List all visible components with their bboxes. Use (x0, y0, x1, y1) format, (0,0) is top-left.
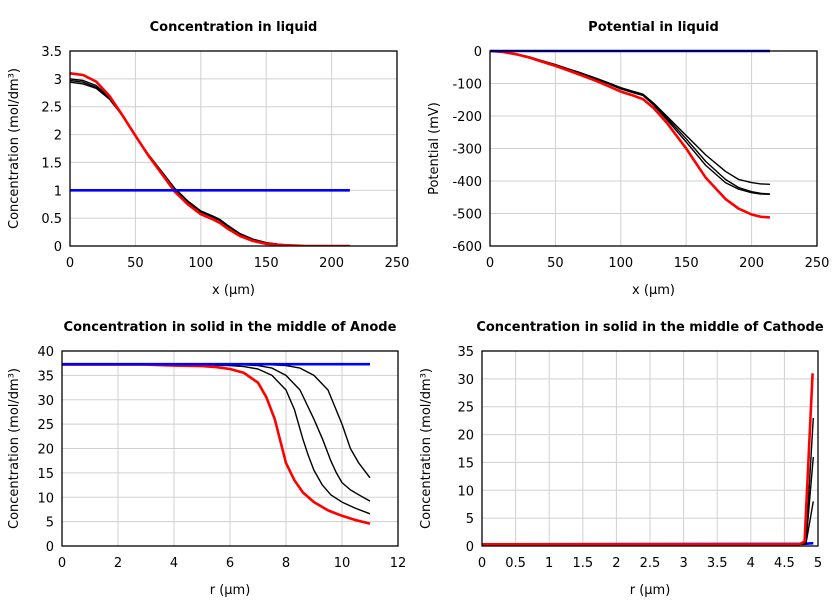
x-tick-label: 12 (390, 556, 407, 571)
x-tick-label: 0.5 (505, 556, 526, 571)
x-tick-label: 100 (608, 256, 633, 271)
y-tick-label: 1 (54, 184, 62, 199)
x-tick-label: 100 (188, 256, 213, 271)
y-tick-label: 30 (37, 394, 54, 409)
chart-title: Potential in liquid (588, 20, 719, 35)
y-axis-label: Concentration (mol/dm³) (7, 68, 22, 229)
y-tick-label: 25 (457, 401, 474, 416)
x-tick-label: 150 (254, 256, 279, 271)
y-tick-label: -600 (452, 240, 482, 255)
series-line-3 (482, 456, 814, 545)
x-tick-label: 1.5 (572, 556, 593, 571)
series-line-3 (62, 363, 371, 479)
series-line-5 (482, 373, 814, 546)
y-tick-label: 10 (457, 484, 474, 499)
y-tick-label: 10 (37, 491, 54, 506)
subplot-1: 0 50 100 150 200 250 0 0.5 1 1.5 2 2.5 3 3.5 Concentra… (7, 20, 409, 298)
series-line-2 (62, 363, 371, 502)
y-tick-label: 40 (37, 345, 54, 360)
series-line-4 (62, 363, 371, 525)
series-line-1 (62, 363, 371, 515)
y-tick-label: 0 (466, 540, 474, 555)
y-tick-label: 3 (54, 73, 62, 88)
series-line-4 (490, 49, 770, 219)
series-line-4 (482, 501, 814, 545)
y-tick-label: 3.5 (41, 45, 62, 60)
y-tick-label: -100 (452, 78, 482, 93)
y-tick-label: 35 (457, 345, 474, 360)
x-tick-label: 250 (805, 256, 830, 271)
series-line-2 (482, 417, 814, 545)
y-tick-label: 20 (457, 429, 474, 444)
x-tick-label: 2 (114, 556, 122, 571)
x-tick-label: 0 (58, 556, 66, 571)
subplot-2: 0 50 100 150 200 250 -600 -500 -400 -300 -200 -100 0… (427, 20, 829, 298)
x-tick-label: 50 (547, 256, 564, 271)
x-tick-label: 10 (334, 556, 351, 571)
chart-title: Concentration in solid in the middle of … (476, 320, 824, 335)
x-tick-label: 2.5 (640, 556, 661, 571)
y-tick-label: 1.5 (41, 156, 62, 171)
chart-title: Concentration in liquid (150, 20, 318, 35)
x-axis-label: x (µm) (632, 283, 675, 298)
x-tick-label: 150 (674, 256, 699, 271)
y-tick-label: 0.5 (41, 212, 62, 227)
x-tick-label: 0 (478, 556, 486, 571)
x-tick-label: 3.5 (707, 556, 728, 571)
x-tick-label: 4.5 (774, 556, 795, 571)
plot-frame (481, 350, 819, 547)
x-tick-label: 6 (226, 556, 234, 571)
x-tick-label: 2 (612, 556, 620, 571)
x-axis-label: r (µm) (630, 583, 671, 598)
chart-title: Concentration in solid in the middle of … (64, 320, 397, 335)
x-tick-label: 8 (282, 556, 290, 571)
y-tick-label: 20 (37, 443, 54, 458)
subplot-4: 0 0.5 1 1.5 2 2.5 3 3.5 4 4.5 505101520253035Conce… (419, 320, 824, 598)
y-tick-label: 2.5 (41, 101, 62, 116)
y-tick-label: -300 (452, 143, 482, 158)
plot-frame (61, 350, 399, 547)
subplot-3: 0 2 4 6 8 10 12 0 5 10 15 20 25 30 35 40 Concentration i… (7, 320, 406, 598)
x-axis-label: r (µm) (210, 583, 251, 598)
x-tick-label: 1 (545, 556, 553, 571)
y-tick-label: -500 (452, 208, 482, 223)
series-line-4 (70, 72, 350, 246)
x-tick-label: 0 (66, 256, 74, 271)
x-tick-label: 0 (486, 256, 494, 271)
y-axis-label: Concentration (mol/dm³) (7, 368, 22, 529)
y-tick-label: 15 (37, 467, 54, 482)
series-line-1 (490, 50, 770, 185)
y-tick-label: 35 (37, 369, 54, 384)
x-tick-label: 250 (385, 256, 410, 271)
y-tick-label: -200 (452, 110, 482, 125)
x-tick-label: 4 (170, 556, 178, 571)
x-tick-label: 4 (747, 556, 755, 571)
y-tick-label: 5 (466, 512, 474, 527)
y-tick-label: 5 (46, 516, 54, 531)
y-tick-label: 2 (54, 129, 62, 144)
x-tick-label: 200 (739, 256, 764, 271)
y-tick-label: 15 (457, 456, 474, 471)
x-tick-label: 200 (319, 256, 344, 271)
y-tick-label: -400 (452, 175, 482, 190)
x-axis-label: x (µm) (212, 283, 255, 298)
y-tick-label: 0 (54, 240, 62, 255)
y-axis-label: Concentration (mol/dm³) (419, 368, 434, 529)
plot-frame (489, 50, 818, 247)
y-tick-label: 0 (474, 45, 482, 60)
series-line-2 (70, 79, 350, 246)
y-tick-label: 0 (46, 540, 54, 555)
x-tick-label: 50 (127, 256, 144, 271)
plot-frame (69, 50, 398, 247)
x-tick-label: 5 (814, 556, 822, 571)
y-axis-label: Potential (mV) (427, 102, 442, 195)
y-tick-label: 25 (37, 418, 54, 433)
x-tick-label: 3 (679, 556, 687, 571)
y-tick-label: 30 (457, 373, 474, 388)
